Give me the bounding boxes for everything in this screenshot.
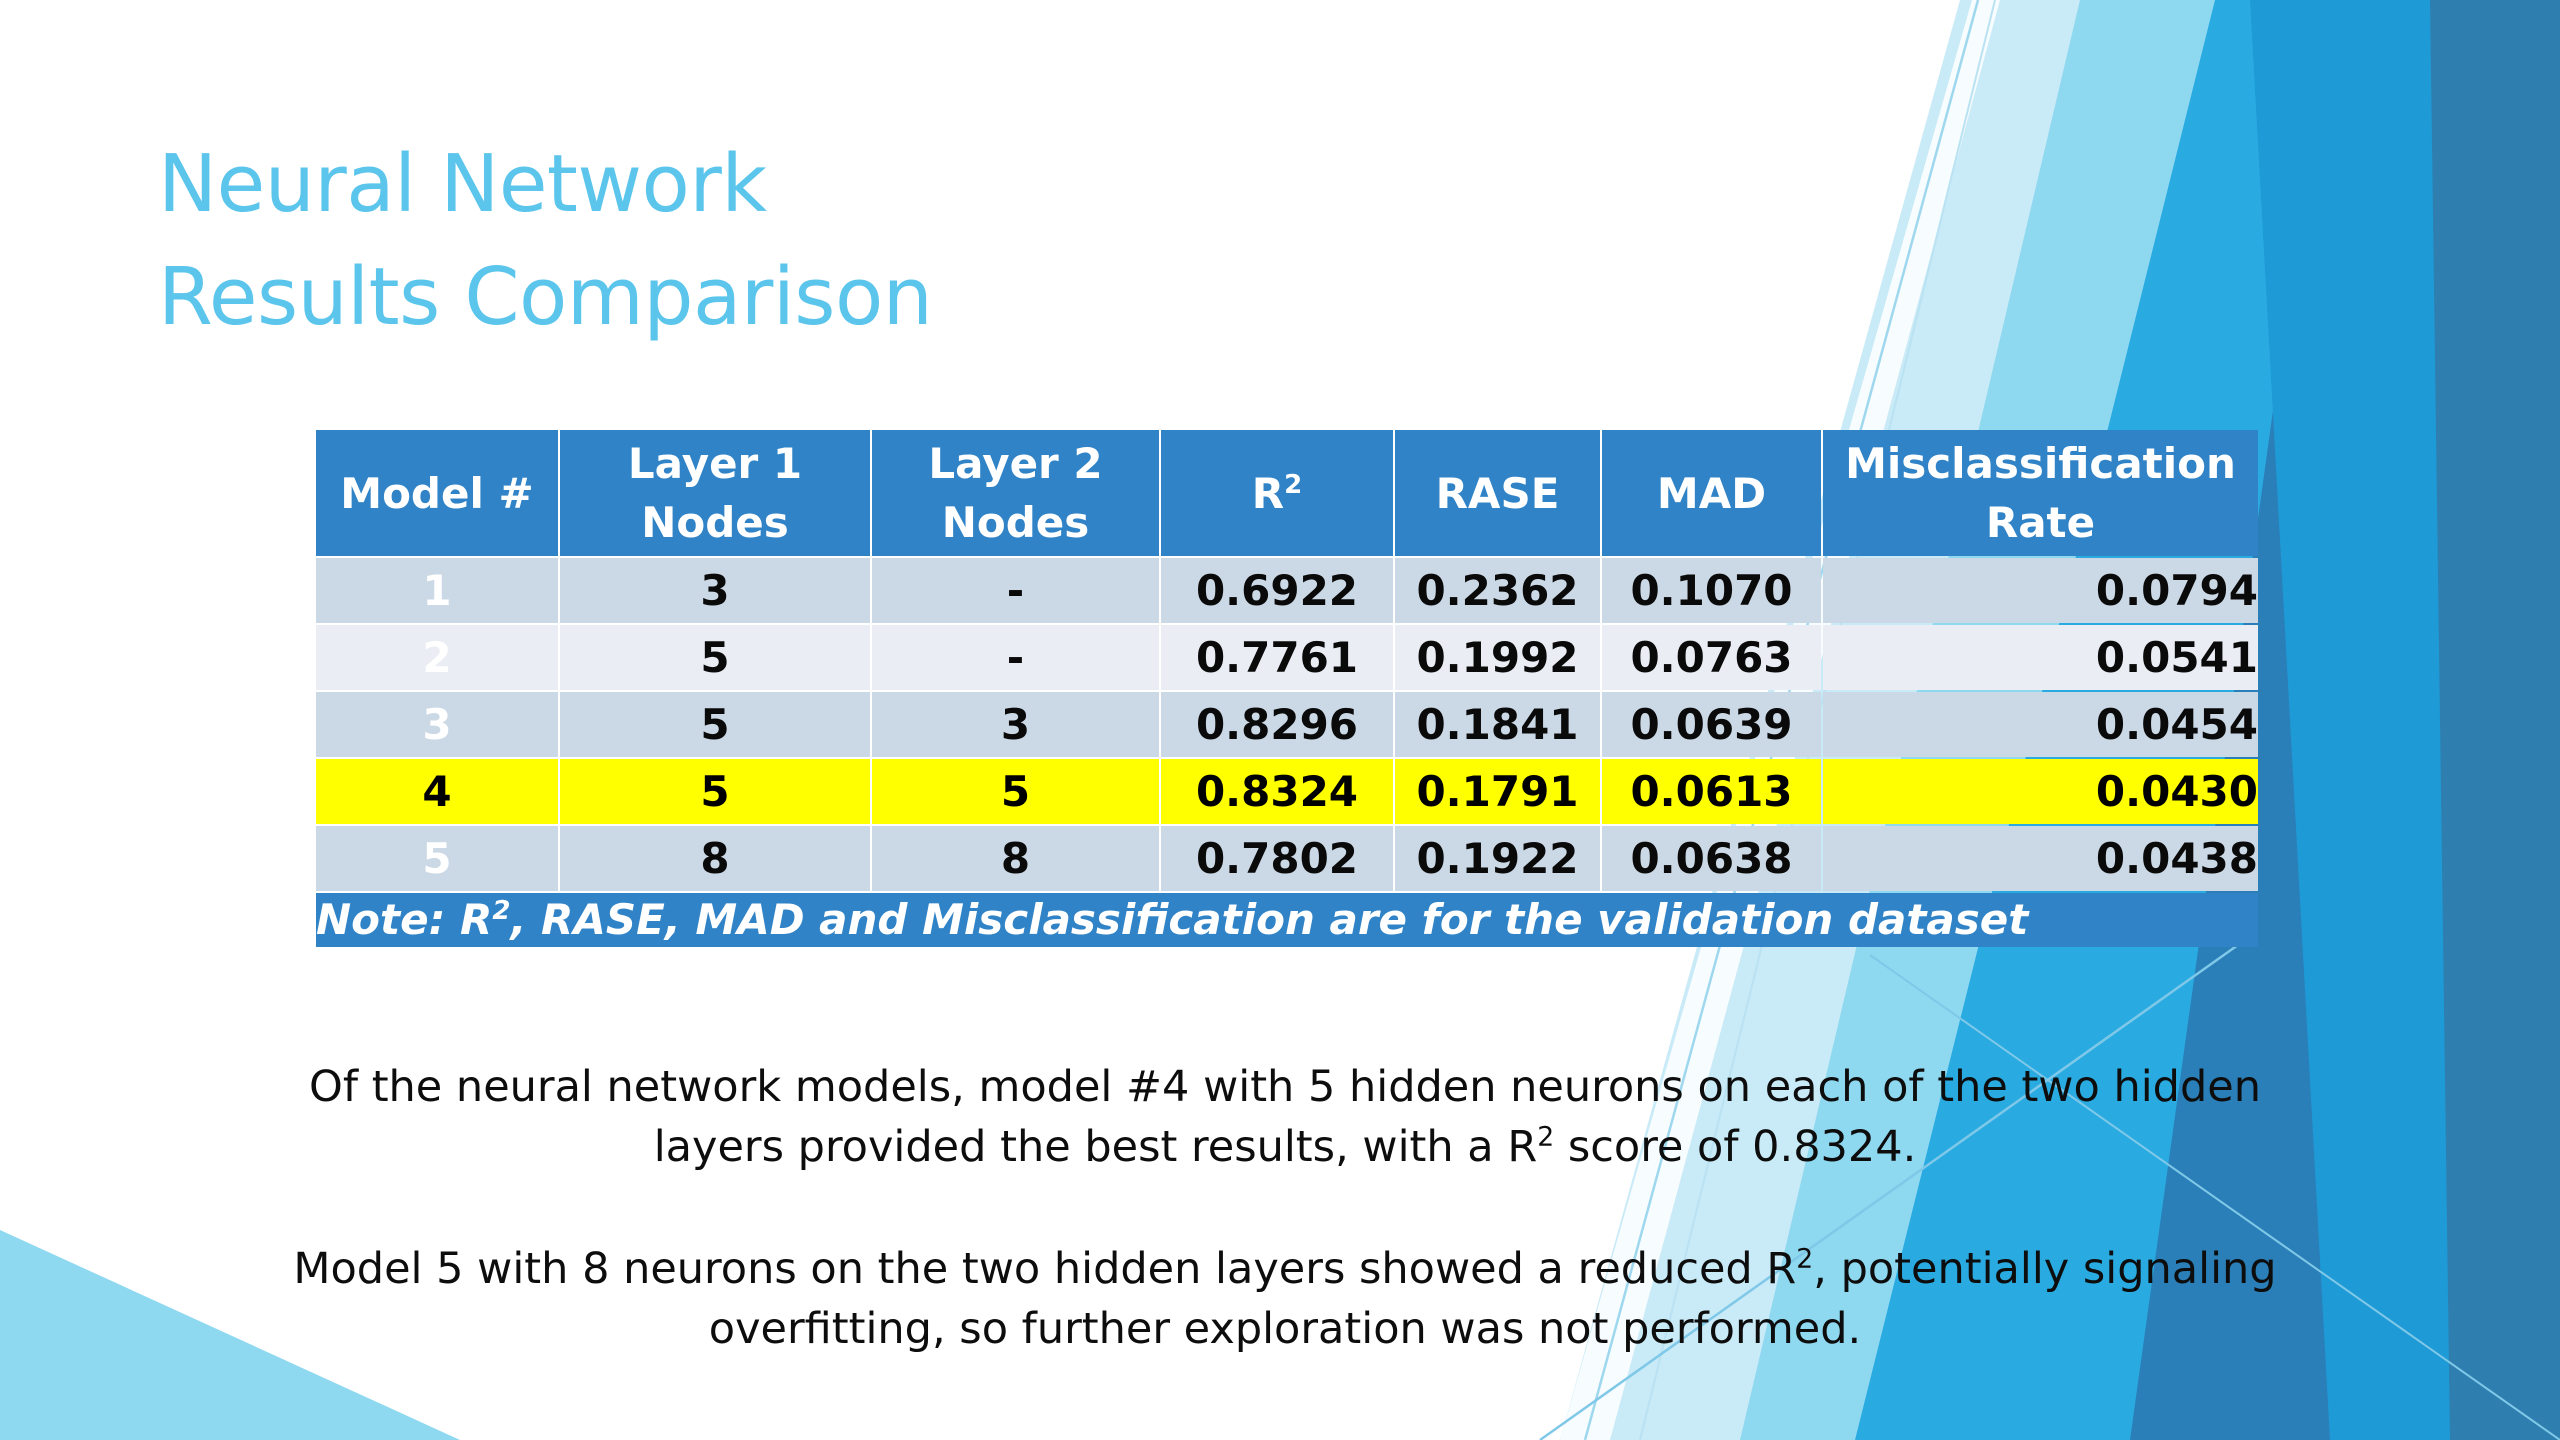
cell-model: 5 [316,826,558,891]
note-superscript: 2 [492,896,511,926]
cell-model: 4 [316,759,558,824]
cell-rase: 0.1992 [1395,625,1600,690]
cell-layer1: 8 [560,826,870,891]
cell-misclassification: 0.0454 [1823,692,2258,757]
cell-layer1: 5 [560,625,870,690]
col-header-misclassification: Misclassification Rate [1823,430,2258,556]
col-header-r2: R2 [1161,430,1393,556]
cell-layer2: 8 [872,826,1159,891]
cell-layer2: 5 [872,759,1159,824]
cell-rase: 0.2362 [1395,558,1600,623]
table-row: 3 5 3 0.8296 0.1841 0.0639 0.0454 [316,692,2258,757]
cell-model: 2 [316,625,558,690]
table-row-highlighted: 4 5 5 0.8324 0.1791 0.0613 0.0430 [316,759,2258,824]
cell-misclassification: 0.0541 [1823,625,2258,690]
cell-mad: 0.0639 [1602,692,1821,757]
cell-r2: 0.7761 [1161,625,1393,690]
cell-rase: 0.1922 [1395,826,1600,891]
cell-r2: 0.6922 [1161,558,1393,623]
cell-mad: 0.1070 [1602,558,1821,623]
deco-shape-mid-2 [2250,0,2560,1440]
table-body: 1 3 - 0.6922 0.2362 0.1070 0.0794 2 5 - … [316,558,2258,947]
paragraph-2-superscript: 2 [1796,1243,1814,1275]
cell-rase: 0.1841 [1395,692,1600,757]
table-row: 2 5 - 0.7761 0.1992 0.0763 0.0541 [316,625,2258,690]
page-title: Neural Network Results Comparison [158,128,1658,354]
r2-superscript: 2 [1284,469,1303,500]
table-note: Note: R2, RASE, MAD and Misclassificatio… [316,893,2258,947]
table-header: Model # Layer 1 Nodes Layer 2 Nodes R2 R… [316,430,2258,556]
paragraph-1-superscript: 2 [1537,1121,1555,1153]
cell-model: 3 [316,692,558,757]
title-line-2: Results Comparison [158,251,933,343]
col-header-layer1: Layer 1 Nodes [560,430,870,556]
cell-misclassification: 0.0794 [1823,558,2258,623]
cell-r2: 0.8324 [1161,759,1393,824]
cell-r2: 0.7802 [1161,826,1393,891]
paragraph-1: Of the neural network models, model #4 w… [309,1062,2261,1172]
cell-misclassification: 0.0438 [1823,826,2258,891]
table-header-row: Model # Layer 1 Nodes Layer 2 Nodes R2 R… [316,430,2258,556]
cell-layer1: 5 [560,759,870,824]
cell-layer2: - [872,625,1159,690]
body-text-block: Of the neural network models, model #4 w… [290,1014,2280,1402]
table-row: 1 3 - 0.6922 0.2362 0.1070 0.0794 [316,558,2258,623]
cell-layer1: 5 [560,692,870,757]
col-header-rase: RASE [1395,430,1600,556]
col-header-layer2: Layer 2 Nodes [872,430,1159,556]
table-note-row: Note: R2, RASE, MAD and Misclassificatio… [316,893,2258,947]
cell-mad: 0.0638 [1602,826,1821,891]
col-header-mad: MAD [1602,430,1821,556]
cell-rase: 0.1791 [1395,759,1600,824]
cell-model: 1 [316,558,558,623]
paragraph-2: Model 5 with 8 neurons on the two hidden… [293,1243,2277,1354]
cell-mad: 0.0613 [1602,759,1821,824]
cell-r2: 0.8296 [1161,692,1393,757]
cell-mad: 0.0763 [1602,625,1821,690]
cell-layer2: - [872,558,1159,623]
results-table: Model # Layer 1 Nodes Layer 2 Nodes R2 R… [314,428,2260,949]
cell-misclassification: 0.0430 [1823,759,2258,824]
cell-layer1: 3 [560,558,870,623]
table-row: 5 8 8 0.7802 0.1922 0.0638 0.0438 [316,826,2258,891]
col-header-model: Model # [316,430,558,556]
cell-layer2: 3 [872,692,1159,757]
title-line-1: Neural Network [158,138,767,230]
deco-shape-dark-2 [2430,0,2560,1440]
